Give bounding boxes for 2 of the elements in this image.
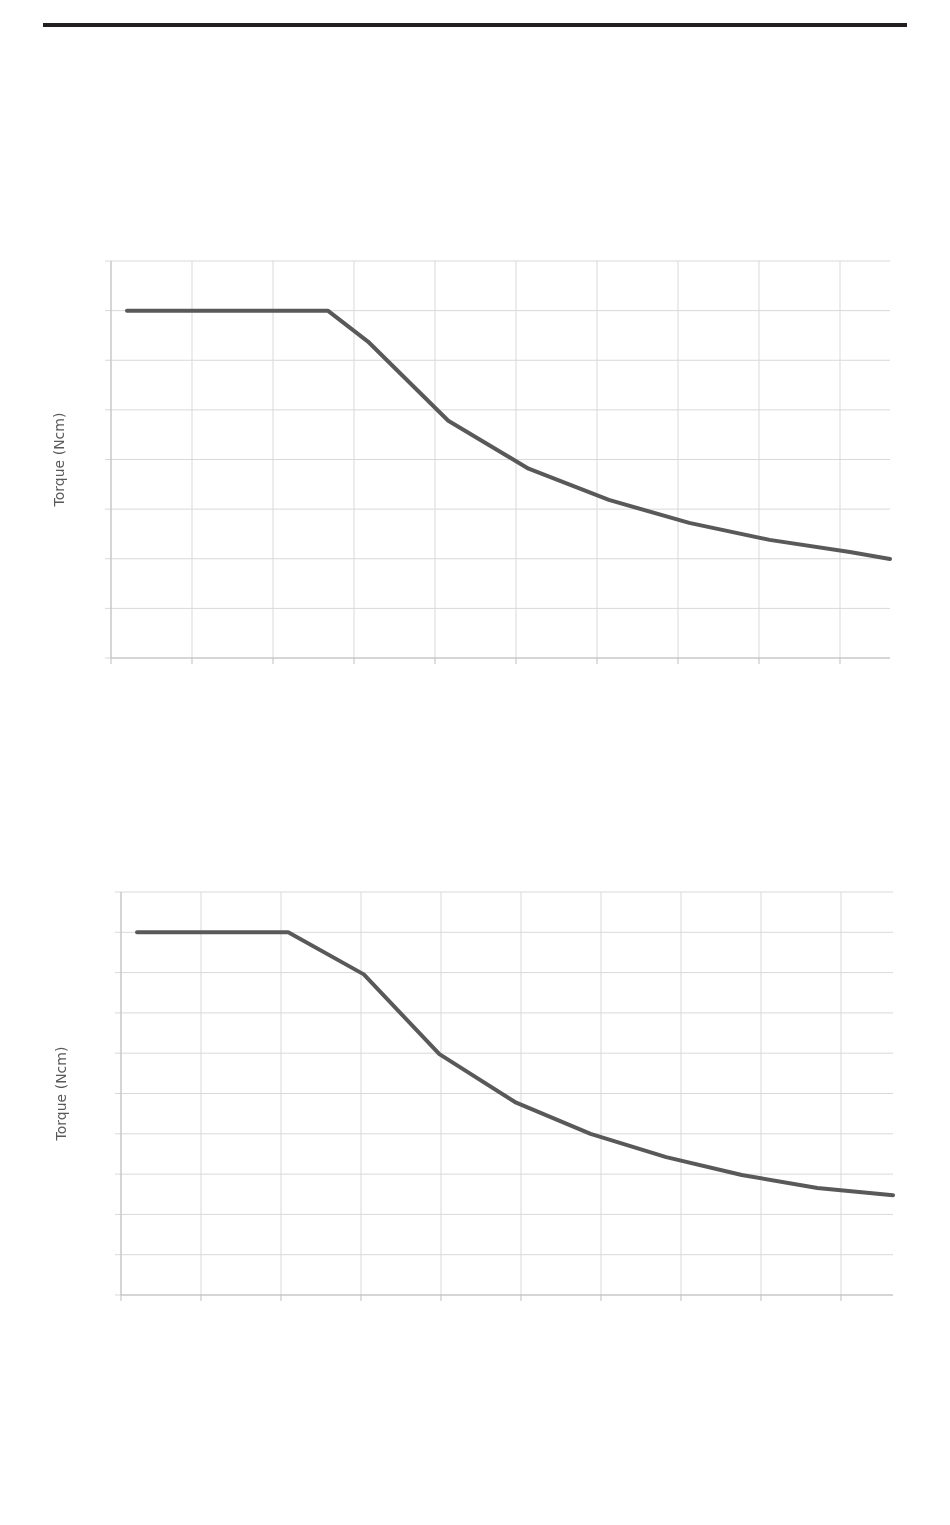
y-axis-title: Torque (Ncm) xyxy=(51,412,67,508)
y-axis-title: Torque (Ncm) xyxy=(53,1046,69,1142)
